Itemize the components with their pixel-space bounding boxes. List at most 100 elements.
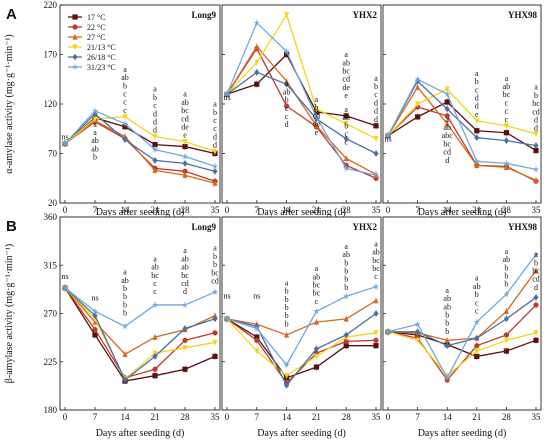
data-point [212, 180, 218, 186]
significance-letter: a [183, 90, 187, 99]
data-point [182, 172, 188, 178]
panel-title: YHX98 [508, 10, 537, 20]
data-point [313, 106, 319, 113]
data-point [503, 308, 509, 314]
x-tick-label: 7 [415, 205, 420, 215]
significance-letter: b [344, 267, 348, 276]
plot-frame [382, 216, 542, 411]
x-tick-label: 21 [151, 205, 160, 215]
significance-letter: a [445, 286, 449, 295]
data-point [253, 325, 261, 332]
data-point [182, 337, 188, 343]
x-tick-label: 35 [372, 412, 382, 422]
series-21-13 [224, 11, 379, 143]
data-point [503, 337, 509, 344]
x-tick-label: 21 [472, 205, 481, 215]
significance-letter: c [123, 106, 127, 115]
data-point [182, 160, 188, 167]
data-point [223, 315, 231, 322]
significance-letter: b [534, 91, 538, 100]
significance-letter: ab [443, 302, 451, 311]
x-tick-label: 0 [63, 412, 68, 422]
significance-letter: ab [372, 248, 380, 257]
data-point [503, 123, 509, 129]
significance-letter: b [344, 275, 348, 284]
significance-letter: b [123, 300, 127, 309]
significance-letter: b [213, 252, 217, 261]
significance-letter: b [285, 96, 289, 105]
significance-letter: d [374, 115, 378, 124]
significance-letter: d [153, 126, 157, 135]
significance-letter: c [153, 279, 157, 288]
data-point [313, 122, 319, 129]
significance-letter: b [314, 103, 318, 112]
data-point [151, 146, 159, 153]
y-tick-label: 315 [44, 260, 58, 270]
series-line [387, 254, 537, 380]
data-point [343, 338, 349, 344]
x-tick-label: 7 [255, 205, 260, 215]
series-line [387, 101, 537, 152]
series-line [64, 110, 216, 167]
significance-letter: b [123, 292, 127, 301]
series-line [64, 120, 216, 184]
significance-letter: d [183, 287, 187, 296]
data-point [254, 43, 260, 50]
significance-letter: ab [181, 263, 189, 272]
x-tick-label: 35 [211, 205, 221, 215]
significance-letter: d [534, 283, 538, 292]
data-point [121, 120, 129, 127]
data-point [342, 292, 350, 300]
data-point [415, 101, 421, 108]
data-point [152, 373, 158, 379]
data-point [372, 171, 380, 179]
significance-letter: b [504, 280, 508, 289]
data-point [284, 382, 290, 389]
x-tick-label: 28 [502, 412, 512, 422]
panel-title: Long9 [191, 10, 216, 20]
panel-letter: B [6, 218, 17, 235]
significance-letter: cd [181, 279, 189, 288]
series-26-18 [62, 284, 218, 384]
significance-letter: ab [313, 272, 321, 281]
data-point [373, 123, 379, 129]
significance-letter: cd [342, 75, 350, 84]
x-tick-label: 21 [312, 205, 321, 215]
data-point [182, 345, 188, 351]
significance-letter: b [344, 283, 348, 292]
data-point [212, 168, 218, 175]
x-tick-label: 0 [386, 412, 391, 422]
significance-letter: a [213, 100, 217, 109]
panel-yhx98-beta: 0 7 14 21 28 35YHX98aababbbbaabbccaabbbbabbcc… [382, 216, 542, 439]
significance-letter: d [285, 120, 289, 129]
significance-letter: b [374, 82, 378, 91]
data-point [212, 339, 218, 346]
significance-letter: c [123, 90, 127, 99]
data-point [313, 364, 319, 370]
x-tick-label: 0 [386, 205, 391, 215]
significance-letter: ab [91, 144, 99, 153]
x-tick-label: 0 [63, 205, 68, 215]
significance-letter: c [153, 101, 157, 110]
significance-letter: bc [181, 271, 189, 280]
significance-letter: b [285, 319, 289, 328]
significance-letter: bc [372, 256, 380, 265]
data-point [373, 343, 379, 349]
significance-letter: ab [121, 276, 129, 285]
legend-marker [72, 24, 78, 30]
x-tick-label: 7 [415, 412, 420, 422]
data-point [152, 333, 158, 340]
significance-letter: c [374, 272, 378, 281]
significance-letter: a [285, 79, 289, 88]
significance-letter: ns [223, 291, 230, 300]
significance-letter: b [445, 327, 449, 336]
panel-title: Long9 [191, 222, 216, 232]
data-point [254, 59, 260, 66]
data-point [444, 337, 450, 343]
significance-letter: c [123, 98, 127, 107]
series-line [64, 117, 216, 155]
significance-letter: c [153, 287, 157, 296]
significance-letter: de [313, 120, 321, 129]
data-point [182, 143, 188, 150]
x-tick-label: 35 [532, 205, 542, 215]
